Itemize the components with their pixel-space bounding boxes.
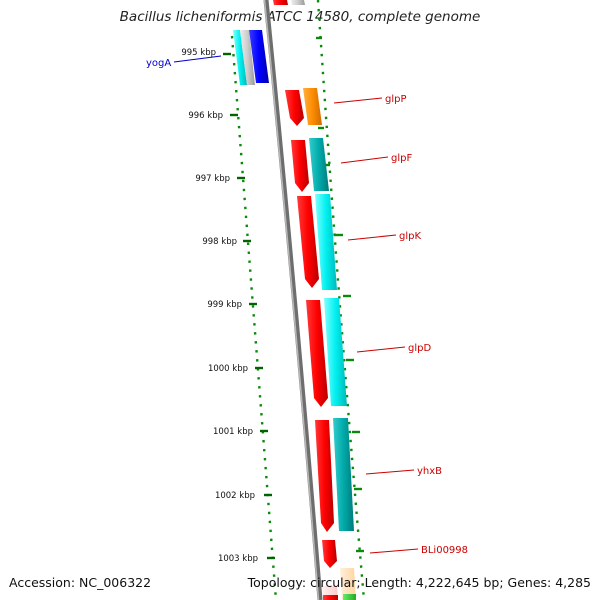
feature-BLi00998[interactable] <box>322 540 337 568</box>
leader-yogA <box>173 55 222 63</box>
map-title: Bacillus licheniformis ATCC 14580, compl… <box>119 9 481 25</box>
leader-glpK <box>347 234 397 241</box>
feature-glpK[interactable] <box>297 194 337 290</box>
tick-label-1000: 1000 kbp <box>208 364 248 374</box>
tick-label-1003: 1003 kbp <box>218 554 258 564</box>
gene-label-glpK[interactable]: glpK <box>399 231 421 242</box>
sequence-backbone <box>263 0 323 600</box>
feature-yhxB[interactable] <box>315 418 354 532</box>
gene-label-glpF[interactable]: glpF <box>391 153 412 164</box>
leader-yhxB <box>365 469 415 475</box>
ruler-ticks <box>223 52 275 560</box>
gene-label-glpP[interactable]: glpP <box>385 94 407 105</box>
gene-label-glpD[interactable]: glpD <box>408 343 431 354</box>
gene-label-yhxB[interactable]: yhxB <box>417 466 442 477</box>
gene-label-yogA[interactable]: yogA <box>146 58 171 69</box>
tick-label-996: 996 kbp <box>188 111 223 121</box>
gc-content-left-track <box>230 35 278 600</box>
tick-label-997: 997 kbp <box>195 174 230 184</box>
accession-label: Accession: NC_006322 <box>9 575 152 590</box>
feature-yogA[interactable] <box>233 30 269 85</box>
feature-glpF[interactable] <box>291 138 329 192</box>
tick-label-995: 995 kbp <box>181 48 216 58</box>
feature-top-partial[interactable] <box>273 0 305 5</box>
feature-glpD[interactable] <box>306 298 347 407</box>
gene-label-BLi00998[interactable]: BLi00998 <box>421 545 468 556</box>
feature-bottom-partial[interactable] <box>322 568 356 600</box>
leader-glpD <box>356 346 406 353</box>
tick-label-1002: 1002 kbp <box>215 491 255 501</box>
leader-glpP <box>333 97 383 104</box>
sequence-backbone-highlight <box>263 0 320 600</box>
feature-glpP[interactable] <box>285 88 322 126</box>
tick-label-1001: 1001 kbp <box>213 427 253 437</box>
tick-label-998: 998 kbp <box>202 237 237 247</box>
genome-summary: Topology: circular; Length: 4,222,645 bp… <box>247 575 591 590</box>
leader-BLi00998 <box>369 548 419 554</box>
leader-glpF <box>340 156 389 164</box>
tick-label-999: 999 kbp <box>207 300 242 310</box>
